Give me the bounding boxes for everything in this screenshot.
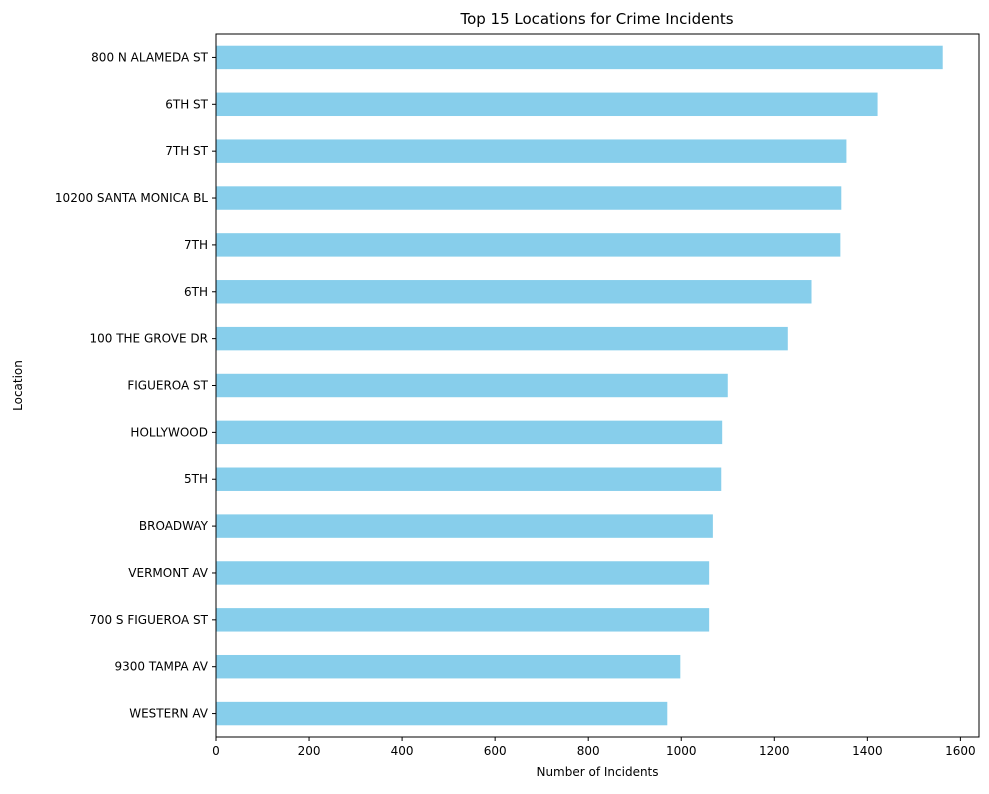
y-tick-label: HOLLYWOOD [130,425,208,439]
x-tick-label: 0 [212,744,220,758]
x-tick-label: 400 [391,744,414,758]
bar [216,186,842,210]
y-tick-label: WESTERN AV [129,707,209,721]
bar [216,233,841,257]
bar [216,45,943,70]
bar [216,139,847,163]
chart-title: Top 15 Locations for Crime Incidents [459,10,733,28]
x-tick-label: 1600 [945,744,976,758]
y-tick-label: 10200 SANTA MONICA BL [55,191,208,205]
y-axis-label: Location [11,360,25,411]
x-tick-label: 1200 [759,744,790,758]
bar [216,608,710,632]
y-tick-label: 800 N ALAMEDA ST [91,50,208,64]
x-tick-label: 1400 [852,744,883,758]
y-tick-label: 7TH [184,238,208,252]
bar [216,514,713,538]
bar [216,280,812,304]
x-tick-label: 1000 [666,744,697,758]
bars-layer [216,45,943,726]
y-tick-label: 9300 TAMPA AV [115,660,209,674]
y-tick-label: 100 THE GROVE DR [89,332,208,346]
y-tick-label: VERMONT AV [128,566,208,580]
y-tick-label: BROADWAY [139,519,209,533]
y-tick-label: FIGUEROA ST [127,379,208,393]
bar [216,373,728,398]
y-tick-label: 6TH [184,285,208,299]
x-tick-label: 800 [577,744,600,758]
y-tick-label: 6TH ST [165,97,208,111]
y-axis-ticks: 800 N ALAMEDA ST 6TH ST 7TH ST 10200 SANTA … [55,50,216,721]
x-axis-ticks: 0 200 400 600 800 1000 1200 1400 1600 [212,737,976,758]
plot-frame [215,33,980,738]
bar [216,654,681,679]
y-tick-label: 5TH [184,472,208,486]
y-tick-label: 7TH ST [165,144,208,158]
y-tick-label: 700 S FIGUEROA ST [89,613,208,627]
x-tick-label: 600 [484,744,507,758]
bar [216,561,710,585]
x-tick-label: 200 [298,744,321,758]
bar [216,92,878,117]
bar [216,420,723,445]
bar [216,467,722,491]
x-axis-label: Number of Incidents [536,765,658,779]
bar [216,701,668,726]
bar [216,326,788,351]
